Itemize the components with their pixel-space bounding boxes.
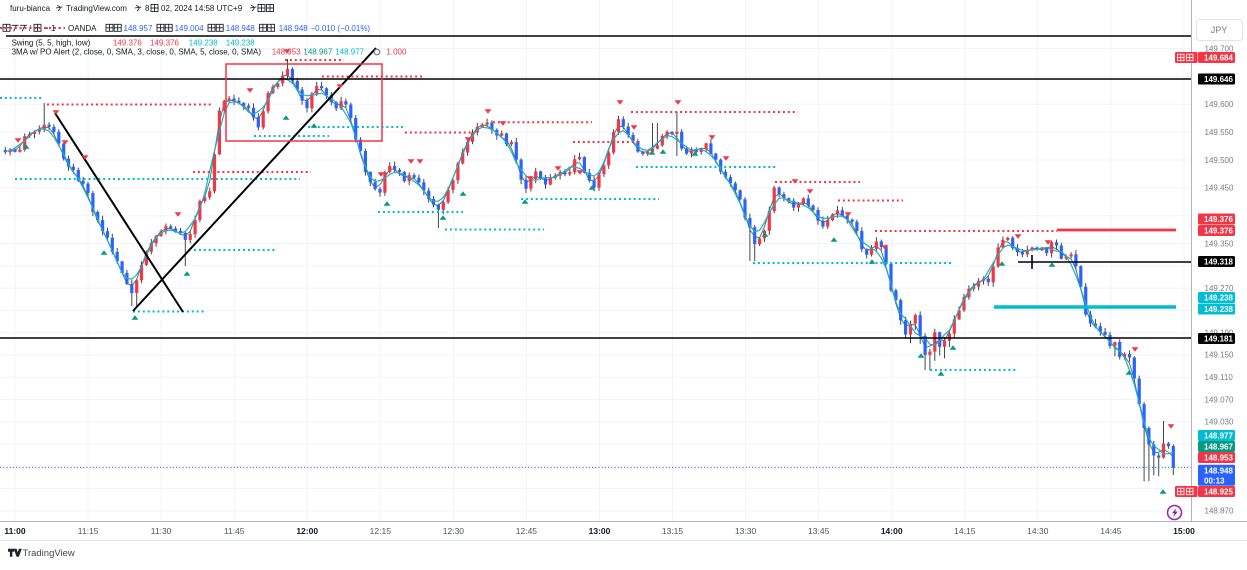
svg-text:149.376: 149.376 — [1204, 215, 1233, 224]
svg-text:149.450: 149.450 — [1205, 184, 1234, 193]
svg-text:149.646: 149.646 — [1204, 75, 1233, 84]
svg-text:149.376: 149.376 — [113, 39, 142, 48]
svg-text:149.150: 149.150 — [1205, 351, 1234, 360]
svg-text:148.967: 148.967 — [1204, 443, 1233, 452]
svg-text:149.004: 149.004 — [175, 24, 204, 33]
svg-text:149.238: 149.238 — [226, 39, 255, 48]
svg-text:148.957: 148.957 — [124, 24, 153, 33]
svg-text:13:15: 13:15 — [662, 526, 684, 536]
svg-text:149.600: 149.600 — [1205, 100, 1234, 109]
svg-text:149.030: 149.030 — [1205, 418, 1234, 427]
svg-text:148.948: 148.948 — [279, 24, 308, 33]
svg-text:149.110: 149.110 — [1205, 373, 1234, 382]
svg-text:149.238: 149.238 — [1204, 294, 1233, 303]
svg-text:8: 8 — [145, 4, 150, 13]
svg-text:12:15: 12:15 — [370, 526, 392, 536]
svg-text:3MA w/ PO Alert (2, close, 0,: 3MA w/ PO Alert (2, close, 0, SMA, 3, cl… — [12, 48, 262, 57]
svg-text:14:15: 14:15 — [954, 526, 976, 536]
svg-text:13:00: 13:00 — [589, 526, 611, 536]
svg-text:1.000: 1.000 — [386, 48, 407, 57]
svg-text:149.270: 149.270 — [1205, 284, 1234, 293]
svg-text:149.070: 149.070 — [1205, 395, 1234, 404]
svg-text:14:45: 14:45 — [1100, 526, 1122, 536]
svg-text:149.376: 149.376 — [150, 39, 179, 48]
svg-text:148.977: 148.977 — [335, 48, 364, 57]
svg-text:149.376: 149.376 — [1204, 227, 1233, 236]
svg-text:149.318: 149.318 — [1204, 258, 1233, 267]
svg-text:15:00: 15:00 — [1173, 526, 1195, 536]
svg-text:148.953: 148.953 — [1204, 454, 1233, 463]
svg-text:11:45: 11:45 — [224, 526, 245, 536]
svg-text:149.181: 149.181 — [1204, 335, 1233, 344]
svg-text:02, 2024 14:58 UTC+9: 02, 2024 14:58 UTC+9 — [161, 4, 243, 13]
svg-text:JPY: JPY — [1211, 25, 1228, 35]
svg-text:13:30: 13:30 — [735, 526, 757, 536]
svg-text:14:30: 14:30 — [1027, 526, 1049, 536]
svg-text:00:13: 00:13 — [1204, 477, 1225, 486]
svg-text:11:30: 11:30 — [151, 526, 172, 536]
svg-text:148.925: 148.925 — [1204, 488, 1233, 497]
svg-text:148.948: 148.948 — [226, 24, 255, 33]
svg-text:148.948: 148.948 — [1204, 467, 1233, 476]
svg-text:148.953: 148.953 — [272, 48, 301, 57]
svg-text:furu-bianca: furu-bianca — [10, 4, 51, 13]
svg-text:149.550: 149.550 — [1205, 128, 1234, 137]
svg-text:Swing (5, 5, high, low): Swing (5, 5, high, low) — [12, 39, 91, 48]
svg-text:−0.010 (−0.01%): −0.010 (−0.01%) — [311, 24, 371, 33]
svg-text:TradingView: TradingView — [23, 548, 75, 559]
svg-text:149.238: 149.238 — [189, 39, 218, 48]
svg-text:11:00: 11:00 — [4, 526, 26, 536]
svg-text:11:15: 11:15 — [78, 526, 99, 536]
svg-text:12:30: 12:30 — [443, 526, 465, 536]
svg-text:OANDA: OANDA — [68, 24, 97, 33]
svg-text:14:00: 14:00 — [881, 526, 903, 536]
svg-text:149.684: 149.684 — [1204, 54, 1233, 63]
svg-text:148.967: 148.967 — [303, 48, 332, 57]
svg-text:TradingView.com: TradingView.com — [66, 4, 127, 13]
svg-text:149.350: 149.350 — [1205, 239, 1234, 248]
svg-text:149.238: 149.238 — [1204, 305, 1233, 314]
svg-text:13:45: 13:45 — [808, 526, 830, 536]
svg-text:12:00: 12:00 — [296, 526, 318, 536]
svg-text:149.500: 149.500 — [1205, 156, 1234, 165]
svg-text:148.870: 148.870 — [1205, 507, 1234, 516]
svg-text:148.977: 148.977 — [1204, 432, 1233, 441]
svg-text:12:45: 12:45 — [516, 526, 538, 536]
